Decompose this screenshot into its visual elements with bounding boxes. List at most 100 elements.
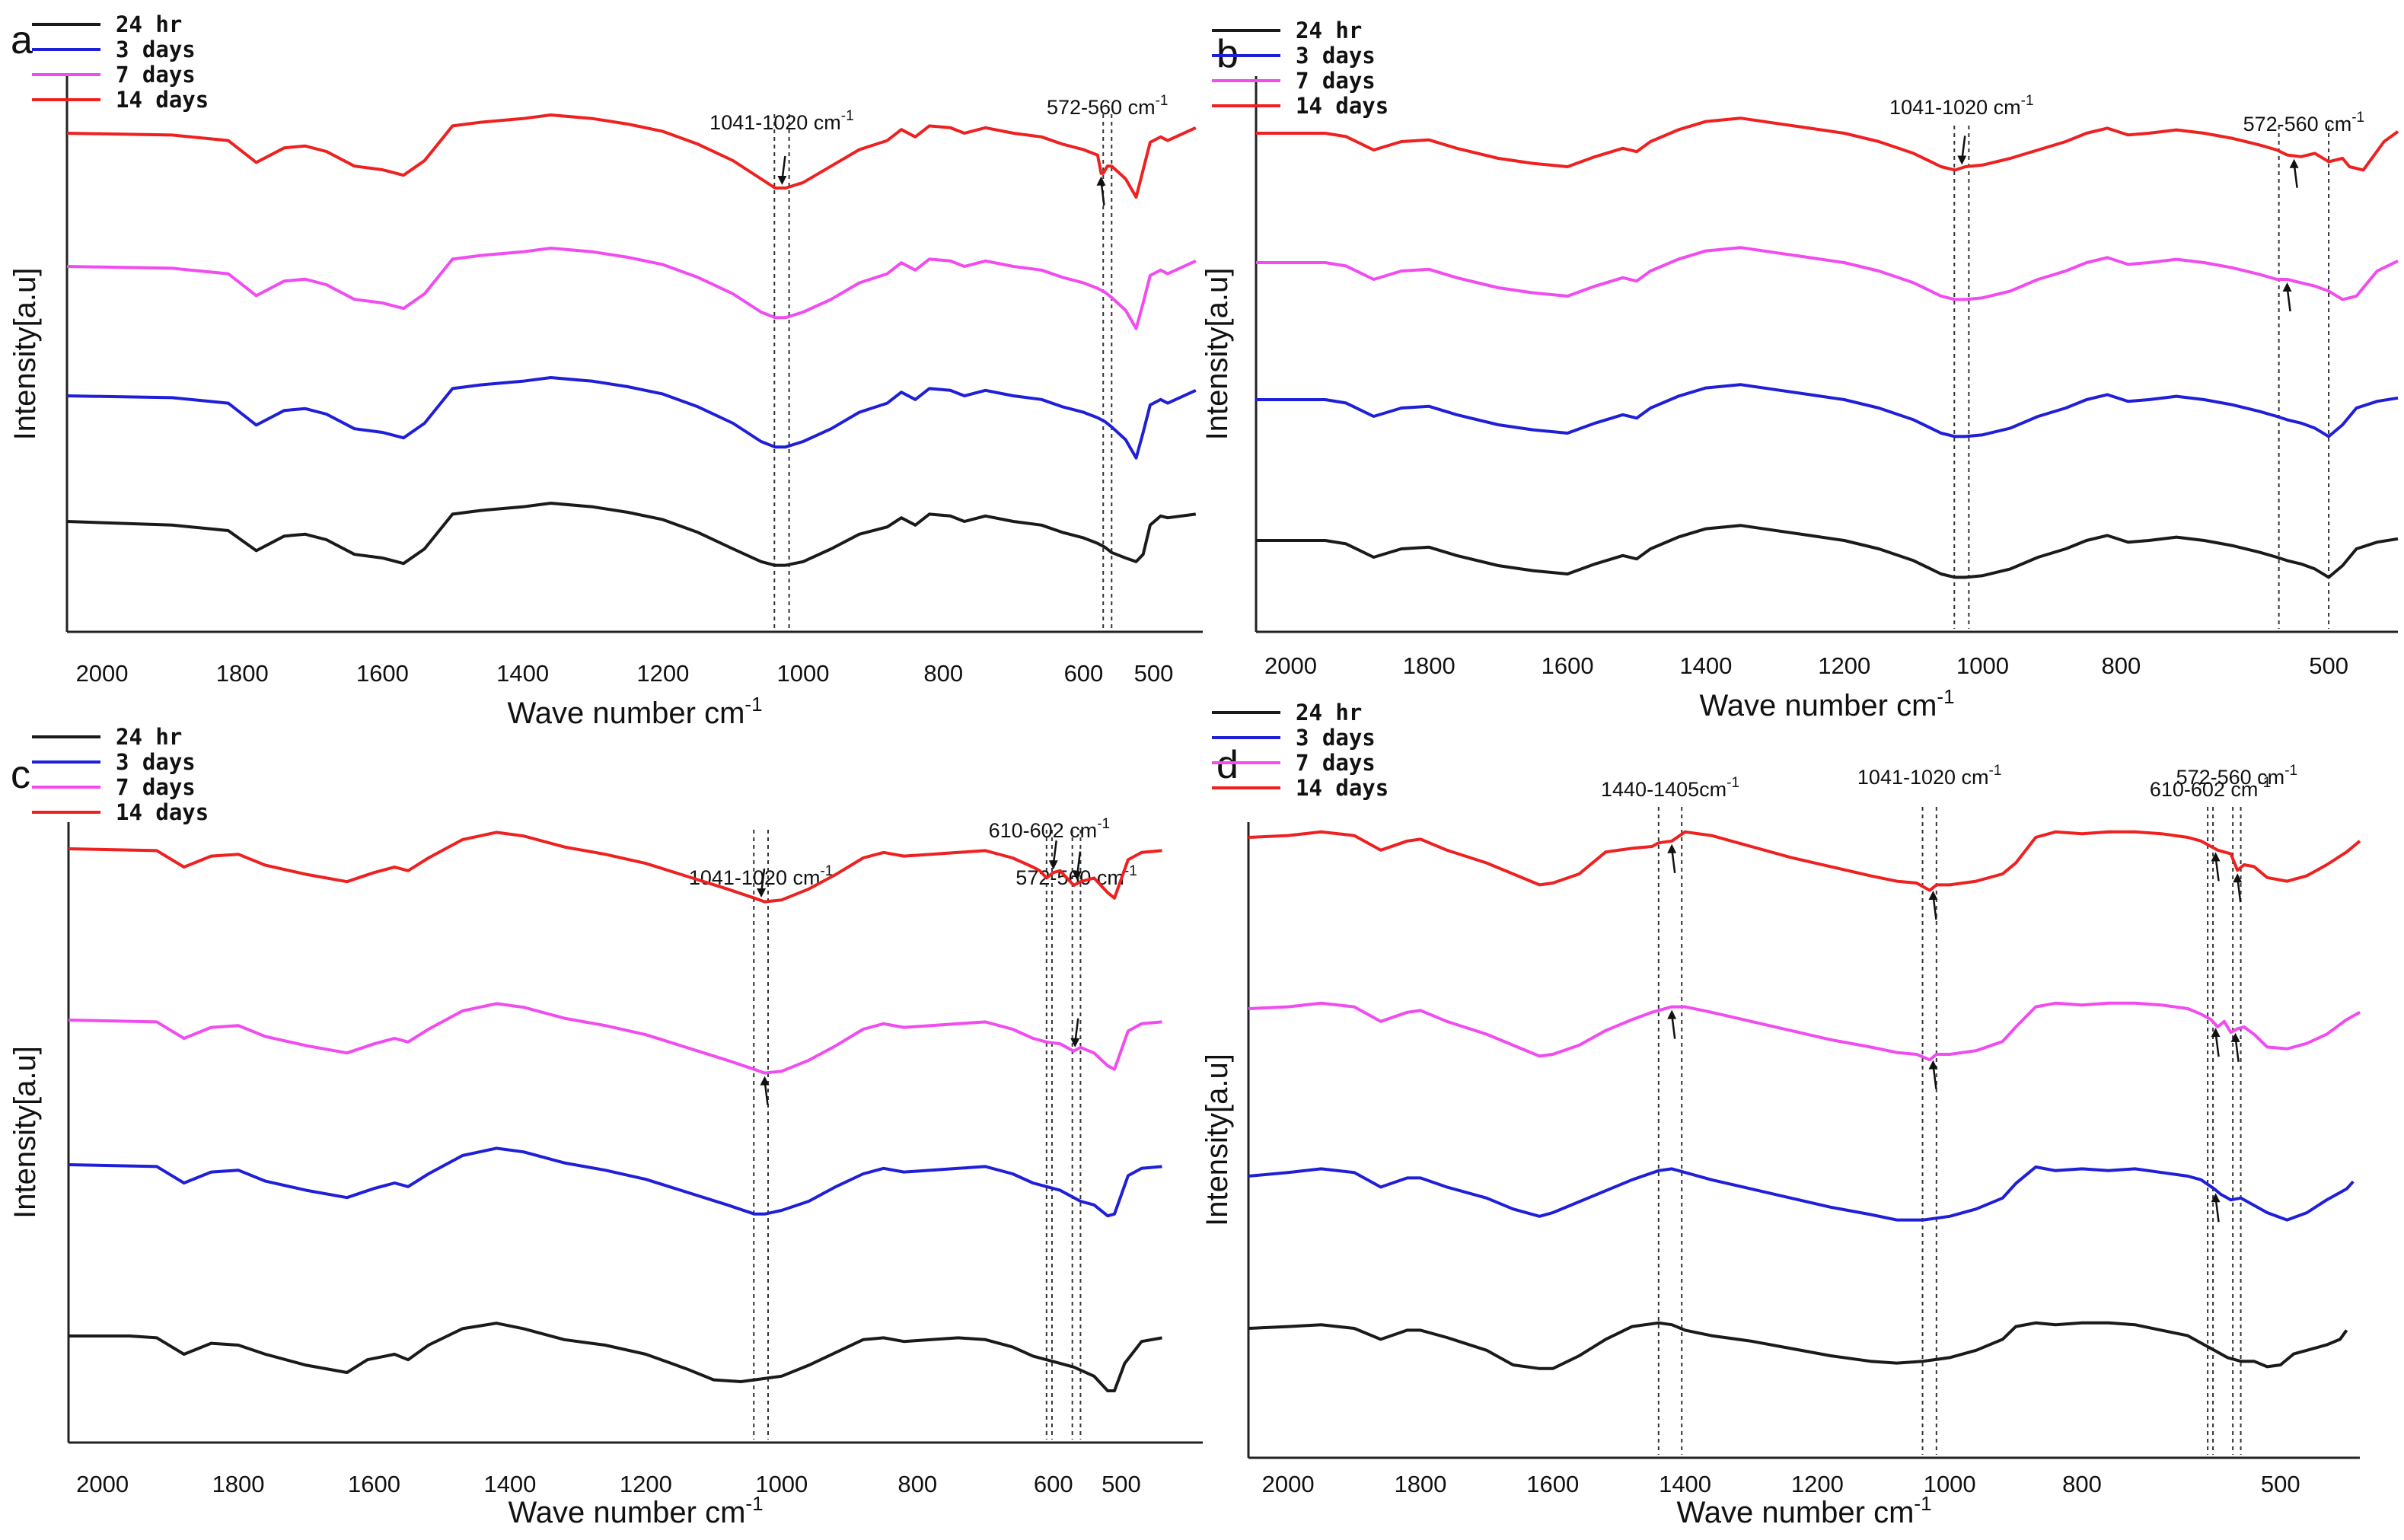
x-axis-label: Wave number cm-1: [508, 1492, 763, 1529]
x-tick-label: 2000: [1264, 652, 1317, 679]
x-tick-label: 800: [2062, 1471, 2102, 1497]
x-tick-label: 1400: [1679, 652, 1732, 679]
x-tick-label: 600: [1034, 1471, 1073, 1497]
x-tick-label: 1600: [1542, 652, 1594, 679]
series-line-3-days: [68, 1146, 1162, 1218]
x-tick-label: 2000: [1262, 1471, 1315, 1497]
legend-label: 7 days: [1296, 750, 1376, 776]
legend-label: 7 days: [116, 62, 196, 88]
band-label: 610-602 cm-1: [989, 816, 1111, 842]
y-axis-label: Intensity[a.u]: [1200, 268, 1234, 441]
band-label-exponent: -1: [2351, 110, 2364, 126]
band-arrowhead: [1928, 891, 1938, 900]
panel-letter: c: [11, 753, 30, 797]
band-arrowhead: [757, 888, 767, 898]
band-label: 572-560 cm-1: [2176, 763, 2298, 789]
panel-c: c 2000 1800 1600 1400 1200 1000 800 600 500 Wave n…: [8, 724, 1203, 1529]
band-label: 572-560 cm-1: [2243, 110, 2365, 136]
band-label-exponent: -1: [2284, 763, 2297, 779]
x-axis-unit-exponent: -1: [1937, 685, 1954, 708]
series-line-24-hr: [69, 1322, 1162, 1392]
x-tick-label: 800: [923, 660, 963, 687]
series-line-14-days: [68, 831, 1162, 904]
band-label-exponent: -1: [2258, 775, 2271, 791]
band-arrowhead: [2211, 1028, 2221, 1038]
x-tick-label: 500: [1102, 1471, 1141, 1497]
band-arrowhead: [1072, 871, 1082, 881]
x-tick-label: 500: [2261, 1471, 2300, 1497]
series-line-7-days: [1256, 246, 2399, 301]
x-axis-unit-exponent: -1: [744, 693, 762, 716]
band-arrowhead: [2211, 1193, 2221, 1203]
band-arrowhead: [1667, 843, 1677, 853]
band-label: 572-560 cm-1: [1047, 93, 1169, 119]
band-label: 1041-1020 cm-1: [709, 108, 854, 134]
band-label-exponent: -1: [820, 863, 833, 879]
x-axis-unit-exponent: -1: [1914, 1492, 1931, 1515]
band-arrowhead: [1070, 1038, 1080, 1047]
series-line-7-days: [1248, 1001, 2361, 1062]
band-arrowhead: [1957, 155, 1967, 165]
x-tick-label: 1600: [348, 1471, 400, 1497]
legend-label: 24 hr: [1296, 18, 1362, 43]
x-tick-label: 500: [1134, 660, 1174, 687]
band-arrowhead: [2282, 282, 2292, 292]
x-tick-label: 600: [1064, 660, 1104, 687]
x-tick-label: 2000: [76, 1471, 129, 1497]
legend-label: 3 days: [1296, 725, 1376, 751]
y-axis-label: Intensity[a.u]: [8, 268, 42, 441]
x-tick-label: 1600: [1526, 1471, 1579, 1497]
x-tick-label: 1200: [1818, 652, 1870, 679]
series-line-14-days: [1256, 116, 2399, 172]
x-axis-unit-exponent: -1: [745, 1492, 763, 1515]
legend-label: 24 hr: [116, 724, 182, 750]
band-label: 1440-1405cm-1: [1601, 775, 1739, 801]
x-tick-label: 1200: [636, 660, 689, 687]
band-label: 1041-1020 cm-1: [1889, 93, 2034, 119]
legend-label: 14 days: [1296, 93, 1389, 119]
x-tick-label: 500: [2309, 652, 2348, 679]
legend-label: 14 days: [116, 799, 209, 825]
x-tick-label: 1200: [620, 1471, 672, 1497]
x-tick-label: 1800: [216, 660, 269, 687]
panel-a: a 2000 1800 1600 1400 1200 1000 800 600 500 Wave n…: [8, 11, 1203, 730]
band-arrowhead: [2230, 1032, 2240, 1042]
band-arrowhead: [2233, 873, 2243, 883]
x-tick-label: 800: [898, 1471, 937, 1497]
x-axis-label: Wave number cm-1: [1676, 1492, 1931, 1529]
x-tick-label: 800: [2101, 652, 2141, 679]
panel-letter: a: [11, 18, 33, 62]
band-label: 610-602 cm-1: [2150, 775, 2272, 801]
band-label: 1041-1020 cm-1: [1857, 763, 2002, 789]
band-label-exponent: -1: [1726, 775, 1739, 791]
x-axis-label: Wave number cm-1: [507, 693, 762, 730]
band-label-exponent: -1: [2021, 93, 2034, 109]
x-tick-label: 1200: [1791, 1471, 1844, 1497]
y-axis-label: Intensity[a.u]: [8, 1046, 42, 1219]
x-tick-label: 1000: [1956, 652, 2009, 679]
series-line-24-hr: [1248, 1321, 2348, 1370]
band-label-exponent: -1: [841, 108, 854, 124]
legend-label: 24 hr: [116, 11, 182, 37]
series-line-3-days: [1256, 383, 2399, 438]
x-tick-label: 1000: [755, 1471, 808, 1497]
x-tick-label: 1400: [496, 660, 549, 687]
series-line-24-hr: [1256, 524, 2399, 579]
legend-label: 3 days: [116, 749, 196, 775]
x-tick-label: 1000: [1924, 1471, 1976, 1497]
x-tick-label: 2000: [76, 660, 129, 687]
panel-b: b200018001600140012001000800500Wave numb…: [1200, 18, 2399, 722]
band-label-exponent: -1: [1989, 763, 2002, 779]
x-tick-label: 1800: [212, 1471, 265, 1497]
y-axis-label: Intensity[a.u]: [1200, 1054, 1234, 1226]
series-line-14-days: [1248, 830, 2361, 892]
band-arrowhead: [1667, 1009, 1677, 1019]
x-tick-label: 1400: [483, 1471, 536, 1497]
x-tick-label: 1800: [1394, 1471, 1446, 1497]
x-tick-label: 1000: [777, 660, 830, 687]
